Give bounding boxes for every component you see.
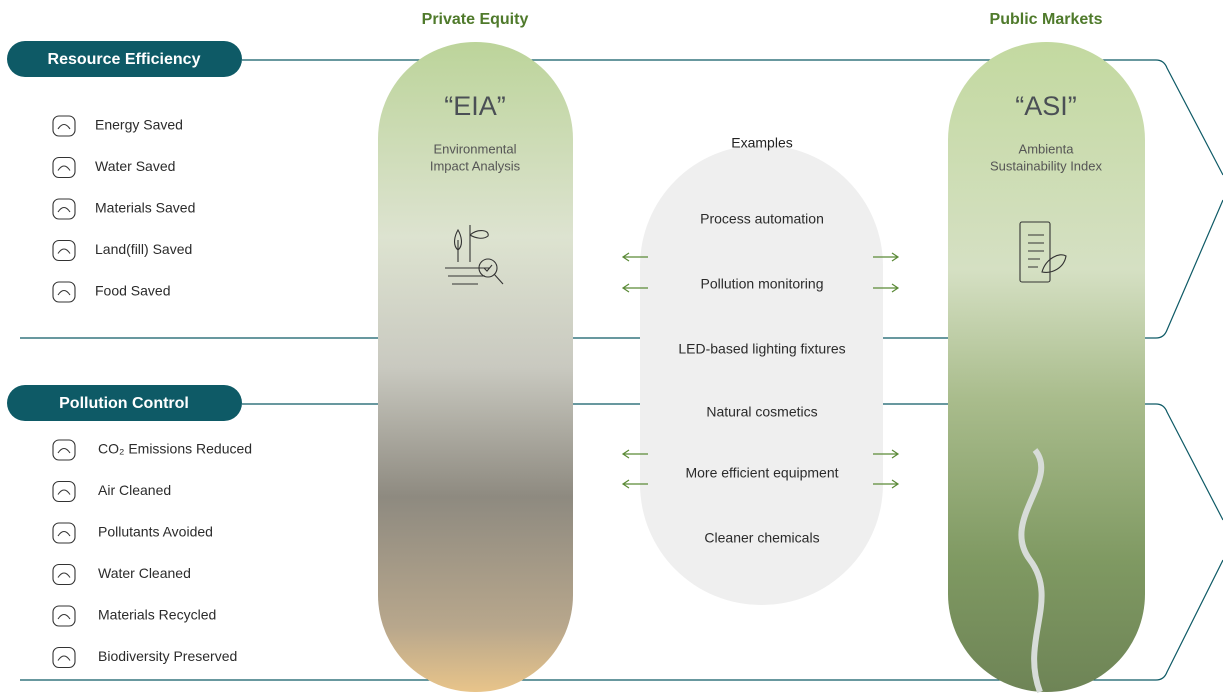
example-item: Pollution monitoring [701,276,824,292]
item-icon [53,606,75,626]
item-label: Pollutants Avoided [98,524,213,540]
item-icon [58,656,70,661]
item-label: Materials Saved [95,200,195,216]
column-name: Impact Analysis [430,158,521,173]
example-item: More efficient equipment [685,465,838,481]
item-icon [53,241,75,261]
column-name: Ambienta [1019,141,1075,156]
section-title: Pollution Control [59,395,189,412]
column-heading: Private Equity [422,11,529,28]
item-label: Food Saved [95,283,171,299]
item-icon [53,648,75,668]
item-icon [53,523,75,543]
item-icon [53,282,75,302]
acronym: “EIA” [444,91,506,121]
item-icon [53,482,75,502]
column-name: Environmental [433,141,516,156]
item-icon [53,116,75,136]
item-label: Water Saved [95,158,175,174]
item-label: Air Cleaned [98,482,171,498]
item-icon [58,532,70,537]
item-icon [58,490,70,495]
item-label: Materials Recycled [98,607,216,623]
item-icon [53,565,75,585]
eia-capsule [378,42,573,692]
item-icon [58,573,70,578]
item-icon [53,158,75,178]
item-label: Water Cleaned [98,565,191,581]
item-label: Energy Saved [95,117,183,133]
example-item: Cleaner chemicals [704,530,819,546]
section-title: Resource Efficiency [48,51,201,68]
item-icon [58,449,70,454]
item-icon [53,199,75,219]
asi-capsule [948,42,1145,692]
item-icon [58,249,70,254]
item-icon [58,208,70,213]
item-icon [53,440,75,460]
column-name: Sustainability Index [990,158,1103,173]
example-item: Natural cosmetics [706,404,817,420]
item-label: Land(fill) Saved [95,241,192,257]
acronym: “ASI” [1015,91,1077,121]
item-icon [58,615,70,620]
item-icon [58,291,70,296]
item-icon [58,125,70,130]
item-label: CO₂ Emissions Reduced [98,441,252,457]
diagram: Resource Efficiency Pollution Control Ex… [0,0,1223,696]
item-icon [58,166,70,171]
example-item: Process automation [700,211,824,227]
item-label: Biodiversity Preserved [98,648,237,664]
example-item: LED-based lighting fixtures [678,341,845,357]
column-heading: Public Markets [990,11,1103,28]
examples-title: Examples [731,135,792,151]
